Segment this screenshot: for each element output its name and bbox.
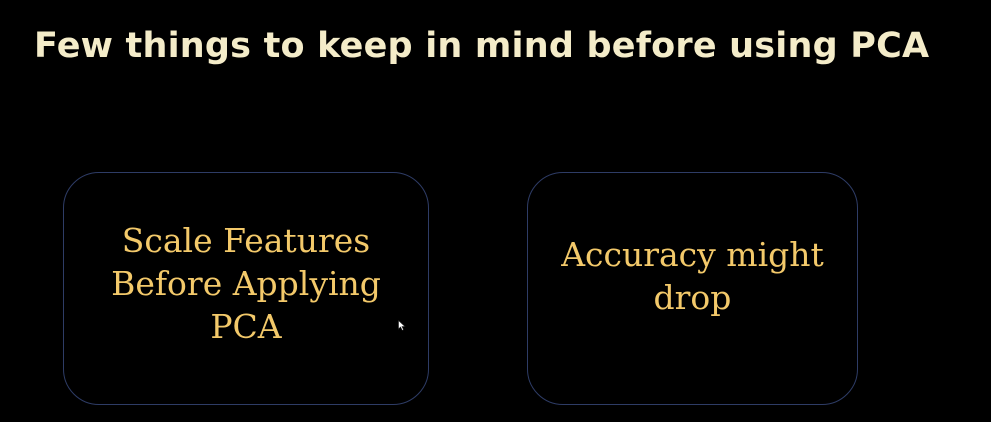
tip-card-text: Accuracy might drop [561,234,824,317]
tip-card-accuracy: Accuracy might drop [527,172,858,405]
tip-card-text: Scale Features Before Applying PCA [111,221,381,346]
tip-card-scale-features: Scale Features Before Applying PCA [63,172,429,405]
slide-title: Few things to keep in mind before using … [34,26,930,66]
mouse-pointer-icon [398,320,406,331]
